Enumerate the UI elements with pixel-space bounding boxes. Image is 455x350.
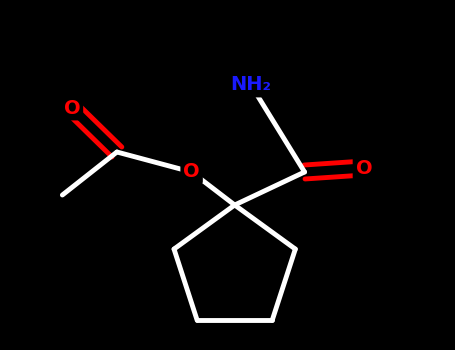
- Text: O: O: [64, 98, 80, 118]
- Text: O: O: [356, 159, 372, 177]
- Text: O: O: [183, 162, 200, 182]
- Text: NH₂: NH₂: [230, 76, 272, 94]
